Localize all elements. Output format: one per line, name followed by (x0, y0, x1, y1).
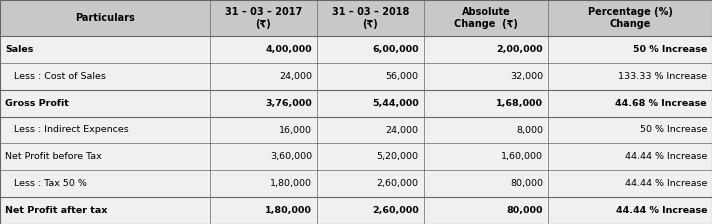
Text: 3,76,000: 3,76,000 (265, 99, 312, 108)
Text: 2,00,000: 2,00,000 (497, 45, 543, 54)
Bar (317, 197, 424, 224)
Bar (317, 170, 424, 197)
Text: 1,80,000: 1,80,000 (265, 206, 312, 215)
Bar (0, 36, 210, 63)
Bar (210, 116, 317, 143)
Bar (424, 90, 548, 116)
Bar (210, 90, 317, 116)
Text: 1,68,000: 1,68,000 (496, 99, 543, 108)
Text: 6,00,000: 6,00,000 (372, 45, 419, 54)
Bar (317, 143, 424, 170)
Bar (317, 116, 424, 143)
Text: 2,60,000: 2,60,000 (372, 206, 419, 215)
Bar (317, 63, 424, 90)
Text: 4,00,000: 4,00,000 (266, 45, 312, 54)
Text: 44.44 % Increase: 44.44 % Increase (615, 206, 707, 215)
Bar (548, 0, 712, 36)
Bar (210, 36, 317, 63)
Text: 133.33 % Increase: 133.33 % Increase (618, 72, 707, 81)
Bar (548, 170, 712, 197)
Text: 16,000: 16,000 (279, 125, 312, 134)
Text: 2,60,000: 2,60,000 (377, 179, 419, 188)
Bar (548, 36, 712, 63)
Bar (424, 36, 548, 63)
Bar (424, 170, 548, 197)
Bar (210, 63, 317, 90)
Bar (317, 36, 424, 63)
Text: Absolute
Change  (₹): Absolute Change (₹) (454, 7, 518, 29)
Text: Particulars: Particulars (75, 13, 135, 23)
Text: 5,20,000: 5,20,000 (377, 152, 419, 161)
Bar (210, 197, 317, 224)
Bar (210, 143, 317, 170)
Text: 56,000: 56,000 (386, 72, 419, 81)
Text: 44.44 % Increase: 44.44 % Increase (624, 152, 707, 161)
Text: 50 % Increase: 50 % Increase (639, 125, 707, 134)
Text: Less : Tax 50 %: Less : Tax 50 % (5, 179, 87, 188)
Bar (0, 116, 210, 143)
Bar (317, 90, 424, 116)
Text: Less : Cost of Sales: Less : Cost of Sales (5, 72, 106, 81)
Text: 80,000: 80,000 (507, 206, 543, 215)
Bar (548, 143, 712, 170)
Bar (548, 197, 712, 224)
Text: 1,80,000: 1,80,000 (270, 179, 312, 188)
Text: 3,60,000: 3,60,000 (270, 152, 312, 161)
Text: Net Profit before Tax: Net Profit before Tax (5, 152, 102, 161)
Bar (0, 197, 210, 224)
Text: 50 % Increase: 50 % Increase (633, 45, 707, 54)
Text: 80,000: 80,000 (511, 179, 543, 188)
Bar (548, 63, 712, 90)
Text: Gross Profit: Gross Profit (5, 99, 69, 108)
Text: 32,000: 32,000 (510, 72, 543, 81)
Text: 24,000: 24,000 (279, 72, 312, 81)
Bar (424, 116, 548, 143)
Bar (317, 0, 424, 36)
Text: Less : Indirect Expences: Less : Indirect Expences (5, 125, 129, 134)
Text: 1,60,000: 1,60,000 (501, 152, 543, 161)
Text: 24,000: 24,000 (386, 125, 419, 134)
Bar (0, 143, 210, 170)
Text: 44.44 % Increase: 44.44 % Increase (624, 179, 707, 188)
Bar (424, 0, 548, 36)
Text: 5,44,000: 5,44,000 (372, 99, 419, 108)
Bar (548, 90, 712, 116)
Text: 44.68 % Increase: 44.68 % Increase (615, 99, 707, 108)
Text: 8,000: 8,000 (516, 125, 543, 134)
Bar (548, 116, 712, 143)
Bar (0, 170, 210, 197)
Bar (210, 170, 317, 197)
Bar (0, 63, 210, 90)
Text: Percentage (%)
Change: Percentage (%) Change (587, 7, 673, 29)
Text: 31 – 03 – 2017
(₹): 31 – 03 – 2017 (₹) (225, 7, 302, 29)
Text: 31 – 03 – 2018
(₹): 31 – 03 – 2018 (₹) (332, 7, 409, 29)
Bar (424, 63, 548, 90)
Bar (424, 143, 548, 170)
Bar (0, 0, 210, 36)
Text: Sales: Sales (5, 45, 33, 54)
Bar (0, 90, 210, 116)
Bar (424, 197, 548, 224)
Bar (210, 0, 317, 36)
Text: Net Profit after tax: Net Profit after tax (5, 206, 108, 215)
